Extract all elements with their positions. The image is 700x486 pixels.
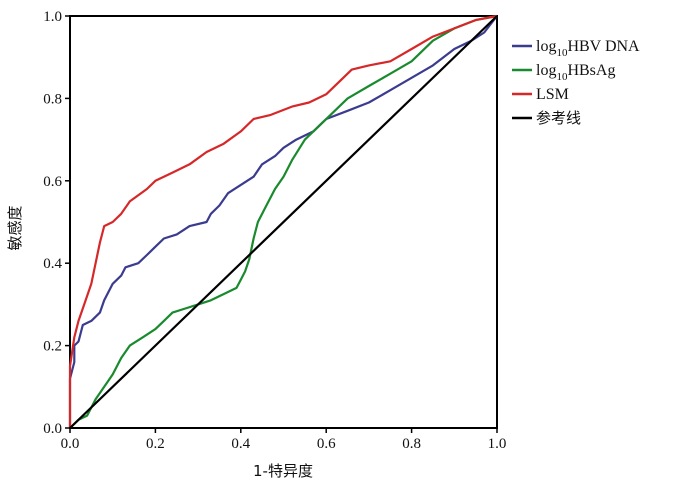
legend-label-0: log10HBV DNA	[536, 38, 640, 59]
x-tick-label: 0.4	[231, 436, 250, 452]
y-axis-label: 敏感度	[6, 205, 24, 250]
plot-border	[69, 15, 498, 429]
legend-subscript-1: 10	[556, 71, 568, 83]
y-tick-label: 0.8	[43, 91, 62, 107]
series-layer	[68, 14, 498, 429]
legend-rest-0: HBV DNA	[567, 38, 640, 55]
y-tick-label: 0.2	[43, 339, 62, 355]
legend-label-2: LSM	[536, 86, 569, 103]
series-line-1	[69, 14, 498, 429]
x-axis-ticks: 0.0 0.2 0.4 0.6 0.8 1.0	[61, 428, 507, 452]
legend-label-3: 参考线	[536, 109, 581, 127]
y-tick-label: 1.0	[43, 9, 62, 25]
legend-main-1: log	[536, 62, 556, 79]
x-tick-label: 0.0	[61, 436, 80, 452]
legend-main-0: log	[536, 38, 556, 55]
y-tick-label: 0.6	[43, 174, 62, 190]
legend-rest-1: HBsAg	[567, 62, 615, 79]
y-tick-label: 0.4	[43, 256, 62, 272]
y-axis-ticks: 0.0 0.2 0.4 0.6 0.8 1.0	[43, 9, 70, 437]
x-tick-label: 0.8	[402, 436, 421, 452]
series-line-2	[68, 14, 498, 428]
series-line-0	[68, 15, 498, 428]
x-tick-label: 0.2	[146, 436, 165, 452]
plot-frame	[69, 15, 498, 429]
x-tick-label: 1.0	[488, 436, 507, 452]
legend-label-1: log10HBsAg	[536, 62, 615, 83]
legend-main-3: 参考线	[536, 109, 581, 127]
y-tick-label: 0.0	[43, 421, 62, 437]
x-tick-label: 0.6	[317, 436, 336, 452]
series-line-3	[69, 15, 498, 429]
legend-main-2: LSM	[536, 86, 569, 103]
x-axis-label: 1-特异度	[253, 462, 313, 480]
legend-subscript-0: 10	[556, 47, 568, 59]
